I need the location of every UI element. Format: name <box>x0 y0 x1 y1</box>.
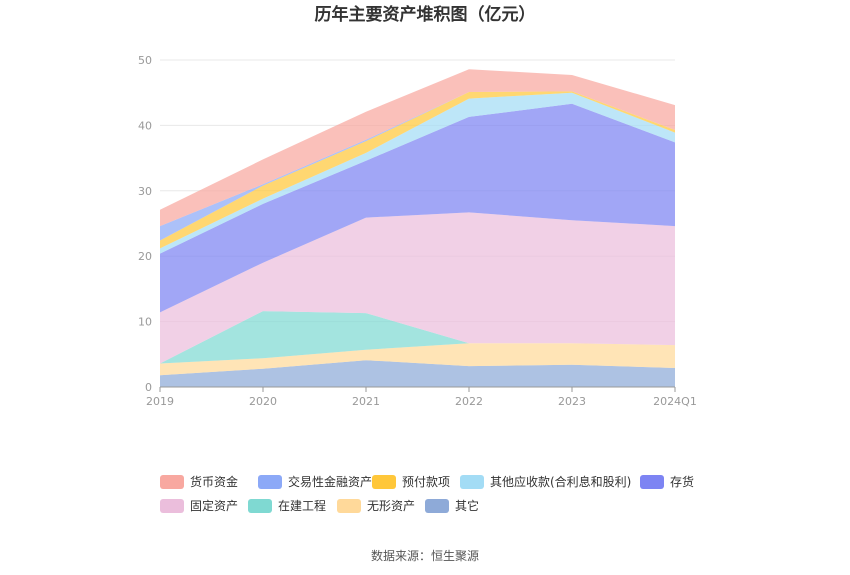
legend-label: 货币资金 <box>190 474 238 489</box>
x-tick-label: 2019 <box>146 395 174 408</box>
y-tick-label: 20 <box>138 250 152 263</box>
y-tick-label: 0 <box>145 381 152 394</box>
y-tick-label: 10 <box>138 316 152 329</box>
legend-label: 无形资产 <box>367 499 415 513</box>
legend-swatch <box>460 475 484 489</box>
legend-label: 预付款项 <box>402 475 450 489</box>
legend-label: 存货 <box>670 474 694 489</box>
area-无形资产 <box>160 343 675 376</box>
area-固定资产 <box>160 212 675 364</box>
legend-swatch <box>337 499 361 513</box>
x-tick-label: 2021 <box>352 395 380 408</box>
legend-swatch <box>258 475 282 489</box>
x-tick-label: 2022 <box>455 395 483 408</box>
area-存货 <box>160 103 675 313</box>
area-在建工程 <box>160 311 675 364</box>
area-series <box>160 69 675 387</box>
legend-swatch <box>160 475 184 489</box>
area-预付款项 <box>160 91 675 249</box>
y-tick-label: 50 <box>138 54 152 67</box>
legend-swatch <box>248 499 272 513</box>
axes: 0 10 20 30 40 50 2019 2020 2021 2022 2023 2024Q1 <box>138 54 697 408</box>
legend-label: 在建工程 <box>278 498 326 513</box>
area-货币资金 <box>160 69 675 227</box>
y-tick-label: 40 <box>138 119 152 132</box>
legend-swatch <box>425 499 449 513</box>
x-tick-label: 2024Q1 <box>653 395 697 408</box>
legend-label: 交易性金融资产 <box>288 474 372 489</box>
chart-title: 历年主要资产堆积图（亿元） <box>315 4 536 25</box>
legend-swatch <box>372 475 396 489</box>
legend-swatch <box>640 475 664 489</box>
legend-swatch <box>160 499 184 513</box>
y-tick-label: 30 <box>138 185 152 198</box>
legend-label: 固定资产 <box>190 498 238 513</box>
x-tick-label: 2023 <box>558 395 586 408</box>
x-tick-label: 2020 <box>249 395 277 408</box>
data-source-note: 数据来源：恒生聚源 <box>371 548 479 563</box>
area-其它 <box>160 360 675 387</box>
legend-label: 其它 <box>455 498 479 513</box>
legend-label: 其他应收款(合利息和股利) <box>490 474 631 489</box>
